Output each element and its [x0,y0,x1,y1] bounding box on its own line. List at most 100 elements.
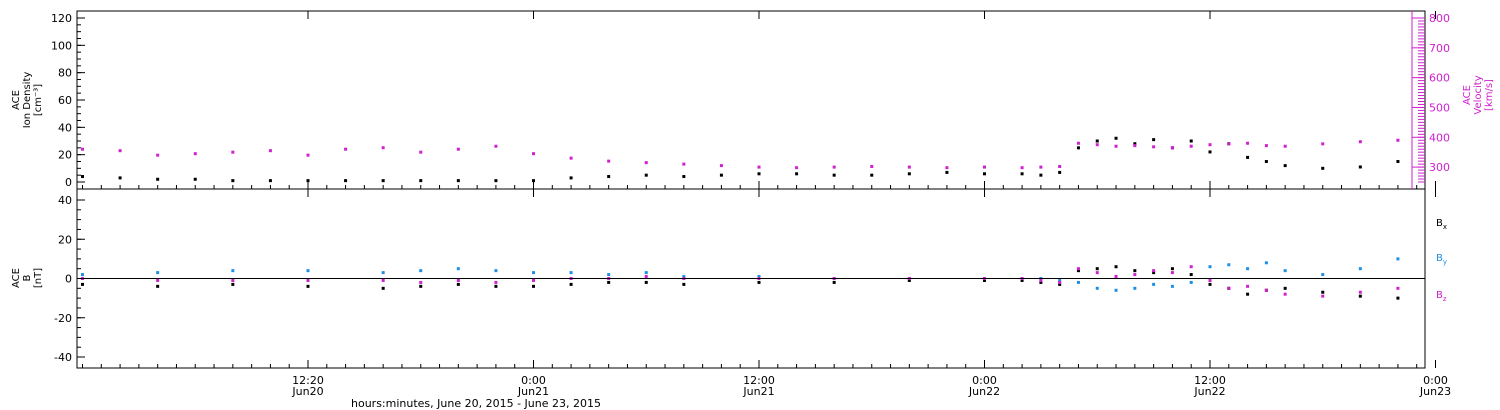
velocity-point [1058,164,1062,168]
b-ytick-label: 20 [58,233,72,246]
by-point [306,269,310,273]
bz-point [1227,286,1231,290]
velocity-point [1076,141,1080,145]
density-ytick-label: 40 [58,121,72,134]
bz-point [1133,273,1137,277]
legend-bx: Bx [1436,218,1447,231]
bz-point [231,278,235,282]
density-point [1283,164,1287,168]
bx-point [532,284,535,288]
by-point [494,269,498,273]
density-point [1264,160,1268,163]
xtick-day-label: Jun22 [968,385,1000,398]
bx-point [832,280,836,284]
density-point [1246,155,1250,159]
xtick-time-label: 12:00 [1194,374,1226,387]
density-point [1039,173,1043,177]
bx-point [1189,273,1193,277]
by-point [1321,273,1325,277]
top-panel-frame [76,10,1426,190]
by-point [81,273,84,277]
b-ylabel-line: [nT] [33,268,44,288]
by-point [1114,288,1118,292]
bx-point [1076,269,1080,273]
by-point [682,275,686,279]
density-point [118,176,122,180]
density-ylabel-line: Ion Density [22,72,33,129]
legend-by: By [1436,253,1447,266]
by-point [1283,269,1287,273]
density-ytick-label: 20 [58,149,72,162]
density-point [1396,160,1400,163]
xtick-day-label: Jun22 [1193,385,1225,398]
bz-point [1076,267,1080,271]
bx-point [1095,267,1099,271]
density-ylabel-line: ACE [11,90,22,110]
bz-point [1246,284,1250,288]
density-point [644,173,648,177]
bx-point [1020,278,1024,282]
velocity-point [1358,140,1362,144]
density-point [1095,139,1099,143]
density-point [870,173,874,177]
data-layer [81,136,1400,300]
xtick-time-label: 0:00 [972,374,997,387]
velocity-point [1246,141,1250,145]
density-point [569,176,573,180]
xtick-day-label: Jun21 [742,385,774,398]
density-ytick-label: 100 [51,39,72,52]
by-point [532,271,535,275]
density-point [1189,139,1193,143]
velocity-ytick-label: 600 [1429,72,1450,85]
density-point [1152,138,1156,142]
density-point [81,175,84,179]
velocity-point [494,144,498,148]
bx-point [381,286,385,290]
by-point [156,271,160,275]
velocity-point [156,153,160,157]
b-ytick-label: 0 [65,273,72,286]
bz-point [456,278,460,282]
velocity-ytick-label: 700 [1429,42,1450,55]
velocity-point [870,164,874,168]
x-axis-label: hours:minutes, June 20, 2015 - June 23, … [351,397,601,410]
bx-point [1358,294,1362,298]
b-ylabel-line: B [22,274,33,281]
by-point [1133,286,1137,290]
density-point [419,179,423,183]
velocity-ytick-label: 300 [1429,161,1450,174]
bz-point [1264,288,1268,292]
velocity-point [1095,143,1099,147]
by-point [569,271,573,275]
by-point [1246,267,1250,271]
density-point [344,179,348,183]
by-point [1058,278,1062,282]
velocity-point [1039,165,1043,169]
bx-point [81,282,84,286]
bx-point [682,282,686,286]
bz-point [1152,269,1156,273]
by-point [456,267,460,271]
bx-point [1114,265,1118,269]
bz-point [1170,271,1174,275]
bz-point [1095,271,1099,275]
bx-point [907,278,911,282]
velocity-point [419,150,423,154]
bz-point [156,278,160,282]
density-ytick-label: 60 [58,94,72,107]
by-point [757,275,761,279]
density-point [945,170,949,174]
velocity-point [1114,144,1118,148]
xtick-time-label: 0:00 [521,374,546,387]
bx-point [1152,271,1156,275]
density-point [456,179,460,183]
density-point [1133,142,1137,146]
density-point [193,177,197,181]
by-point [381,271,385,275]
velocity-point [1152,145,1156,149]
by-point [1227,263,1231,267]
b-ytick-label: -40 [54,351,72,364]
velocity-ylabel-line: Velocity [1473,75,1484,114]
xtick-time-label: 12:00 [743,374,775,387]
